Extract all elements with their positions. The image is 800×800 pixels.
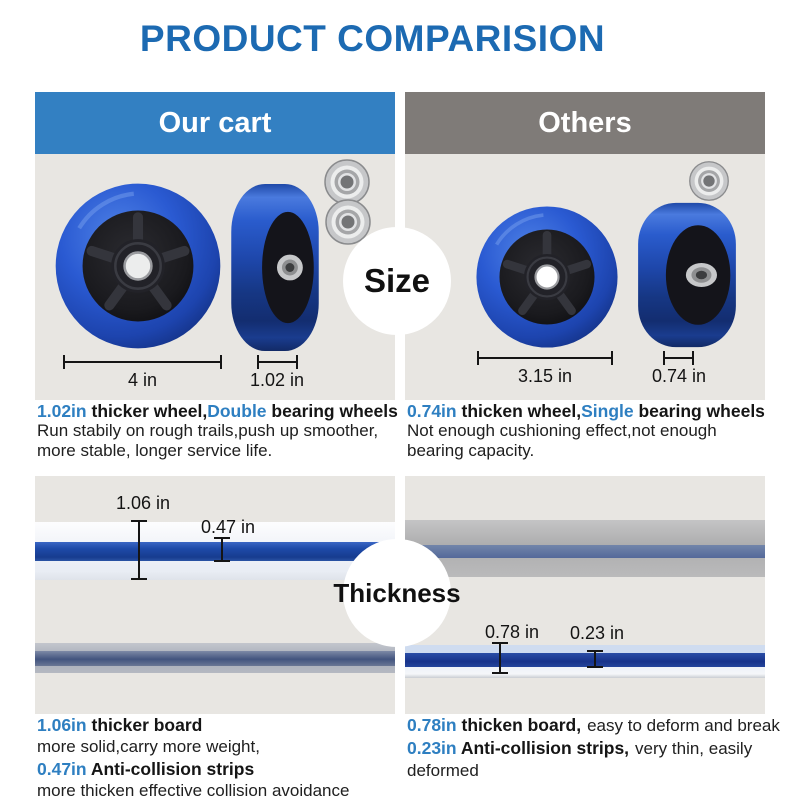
strip-thickness-label: 0.47 in bbox=[200, 517, 256, 537]
board-edge-band bbox=[405, 645, 765, 653]
board-image bbox=[405, 520, 765, 577]
panel-header-others: Others bbox=[405, 92, 765, 154]
wheel-side-image bbox=[638, 202, 736, 348]
claim-text: bearing wheels bbox=[633, 401, 765, 421]
claim-text: thicker board bbox=[86, 715, 203, 735]
measure-value: 1.02in bbox=[37, 401, 87, 421]
description-line: more thicken effective collision avoidan… bbox=[37, 781, 350, 800]
measure-value: 0.47in bbox=[37, 759, 87, 779]
wheel-front-image bbox=[55, 183, 221, 349]
wheel-front-image bbox=[476, 206, 618, 348]
board-thickness-measure-line bbox=[131, 520, 147, 580]
width-measure-label: 0.74 in bbox=[651, 366, 707, 386]
description-line: more solid,carry more weight, bbox=[37, 737, 260, 756]
description-line: Not enough cushioning effect,not enough bbox=[407, 421, 717, 440]
others-size-description: 0.74in thicken wheel,Single bearing whee… bbox=[407, 401, 787, 461]
bearing-icon bbox=[325, 199, 371, 245]
diameter-measure-label: 4 in bbox=[127, 370, 158, 390]
thickness-claim-heading: 1.06in thicker board bbox=[37, 714, 393, 736]
claim-text: thicken wheel, bbox=[456, 401, 582, 421]
panel-header-others-label: Others bbox=[538, 107, 632, 139]
our-cart-thickness-photo: 1.06 in 0.47 in bbox=[35, 476, 395, 714]
description-line: deformed bbox=[407, 761, 479, 780]
our-cart-thickness-description: 1.06in thicker board more solid,carry mo… bbox=[37, 714, 393, 800]
others-thickness-description: 0.78in thicken board, easy to deform and … bbox=[407, 714, 797, 782]
panel-header-our-cart: Our cart bbox=[35, 92, 395, 154]
thickness-claim-heading: 0.78in thicken board, easy to deform and … bbox=[407, 714, 797, 737]
panel-header-our-cart-label: Our cart bbox=[158, 107, 272, 139]
anti-collision-strip bbox=[35, 651, 395, 666]
claim-text: thicker wheel, bbox=[86, 401, 208, 421]
description-line: Run stabily on rough trails,push up smoo… bbox=[37, 421, 379, 440]
wheel-side-image bbox=[231, 183, 319, 352]
claim-text: bearing wheels bbox=[266, 401, 398, 421]
accent-text: Double bbox=[207, 401, 267, 421]
description-line: more stable, longer service life. bbox=[37, 441, 273, 460]
claim-text: thicken board, bbox=[456, 715, 582, 735]
claim-text: Anti-collision strips, bbox=[456, 738, 630, 758]
others-size-photo: 3.15 in 0.74 in bbox=[405, 154, 765, 400]
our-cart-size-description: 1.02in thicker wheel,Double bearing whee… bbox=[37, 401, 398, 461]
diameter-measure-line bbox=[63, 355, 222, 369]
page-title: PRODUCT COMPARISION bbox=[139, 18, 606, 59]
claim-text: Anti-collision strips bbox=[86, 759, 255, 779]
width-measure-label: 1.02 in bbox=[249, 370, 305, 390]
size-badge-label: Size bbox=[363, 262, 431, 299]
width-measure-line bbox=[257, 355, 298, 369]
accent-text: Single bbox=[581, 401, 634, 421]
description-text: easy to deform and break bbox=[587, 716, 780, 735]
our-cart-size-photo: 4 in 1.02 in bbox=[35, 154, 395, 400]
board-image bbox=[35, 643, 395, 673]
size-badge: Size bbox=[343, 227, 451, 335]
board-image bbox=[405, 645, 765, 678]
thickness-badge: Thickness bbox=[333, 539, 461, 647]
strip-thickness-measure-line bbox=[214, 537, 230, 562]
description-line: bearing capacity. bbox=[407, 441, 535, 460]
board-thickness-measure-line bbox=[492, 642, 508, 674]
width-measure-line bbox=[663, 351, 694, 365]
board-thickness-label: 1.06 in bbox=[115, 493, 171, 513]
diameter-measure-line bbox=[477, 351, 613, 365]
thickness-badge-label: Thickness bbox=[333, 577, 461, 608]
anti-collision-strip bbox=[405, 653, 765, 667]
strip-thickness-measure-line bbox=[587, 650, 603, 668]
size-claim-heading: 1.02in thicker wheel,Double bearing whee… bbox=[37, 401, 398, 421]
measure-value: 0.23in bbox=[407, 738, 457, 758]
bearing-icon bbox=[689, 161, 729, 201]
description-text: very thin, easily bbox=[635, 739, 753, 758]
thickness-claim-heading: 0.47in Anti-collision strips bbox=[37, 758, 393, 780]
measure-value: 1.06in bbox=[37, 715, 87, 735]
thickness-claim-heading: 0.23in Anti-collision strips, very thin, … bbox=[407, 737, 797, 760]
diameter-measure-label: 3.15 in bbox=[517, 366, 573, 386]
measure-value: 0.78in bbox=[407, 715, 457, 735]
measure-value: 0.74in bbox=[407, 401, 457, 421]
others-thickness-photo: 0.78 in 0.23 in bbox=[405, 476, 765, 714]
board-image bbox=[35, 522, 395, 580]
anti-collision-strip bbox=[405, 545, 765, 558]
strip-thickness-label: 0.23 in bbox=[569, 623, 625, 643]
size-claim-heading: 0.74in thicken wheel,Single bearing whee… bbox=[407, 401, 787, 421]
bearing-icon bbox=[324, 159, 370, 205]
board-thickness-label: 0.78 in bbox=[484, 622, 540, 642]
anti-collision-strip bbox=[35, 542, 395, 561]
